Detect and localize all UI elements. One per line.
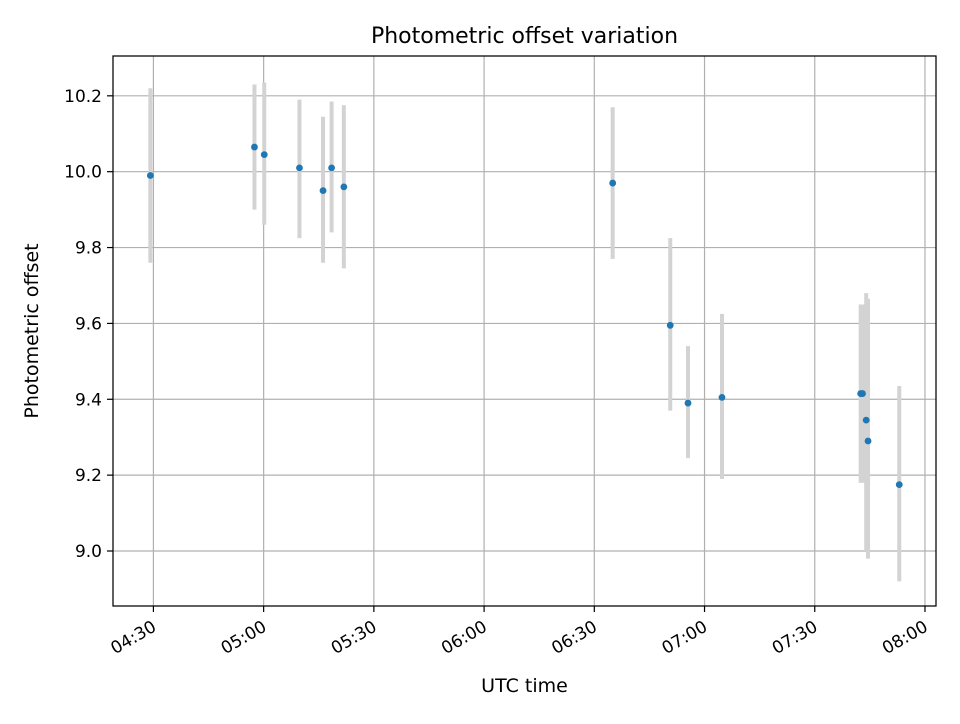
data-point	[684, 399, 692, 407]
y-tick-label: 10.0	[64, 163, 102, 183]
y-tick-label: 9.6	[75, 314, 102, 334]
data-point	[319, 187, 327, 195]
data-point	[718, 393, 726, 401]
plot-frame	[112, 55, 937, 607]
data-point	[251, 143, 258, 151]
data-point	[260, 151, 268, 159]
data-point	[864, 437, 872, 445]
chart-title: Photometric offset variation	[371, 24, 678, 49]
data-point	[609, 179, 617, 187]
y-axis-label: Photometric offset	[21, 243, 43, 418]
data-point	[146, 172, 154, 179]
data-point	[895, 481, 903, 489]
data-point	[666, 321, 674, 329]
y-tick-label: 9.2	[75, 466, 102, 486]
data-point	[859, 390, 866, 397]
y-tick-label: 10.2	[64, 87, 102, 107]
y-tick-label: 9.0	[75, 542, 102, 562]
data-point	[862, 416, 870, 424]
y-axis-ticks: 9.0 9.2 9.4 9.6 9.8 10.0 10.2	[64, 87, 113, 562]
data-points	[146, 143, 903, 489]
grid-lines	[113, 56, 936, 606]
y-tick-label: 9.8	[75, 239, 102, 259]
data-point	[328, 164, 336, 172]
data-point	[340, 183, 348, 191]
x-axis-label: UTC time	[481, 675, 568, 697]
y-tick-label: 9.4	[75, 390, 102, 410]
data-point	[296, 164, 303, 172]
